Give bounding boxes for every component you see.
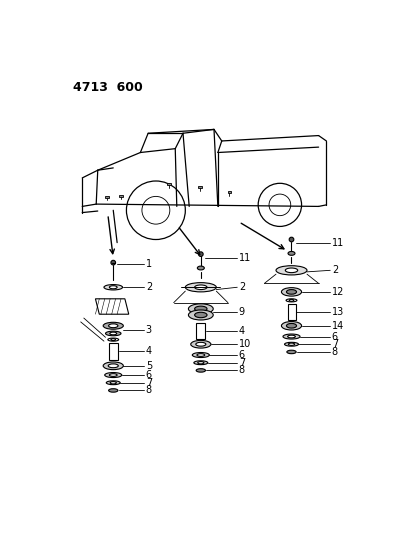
Ellipse shape <box>108 389 118 392</box>
Bar <box>227 191 231 193</box>
Text: 12: 12 <box>331 287 343 297</box>
Ellipse shape <box>275 265 306 275</box>
Ellipse shape <box>281 288 301 296</box>
Text: 4: 4 <box>146 346 152 356</box>
Text: 6: 6 <box>238 350 244 360</box>
Text: 8: 8 <box>146 385 152 395</box>
Ellipse shape <box>188 310 213 320</box>
Text: 2: 2 <box>238 282 245 292</box>
Ellipse shape <box>192 352 209 358</box>
Text: 13: 13 <box>331 307 343 317</box>
Bar <box>287 304 295 320</box>
Ellipse shape <box>194 306 207 311</box>
Text: 11: 11 <box>238 253 250 263</box>
Text: 4: 4 <box>238 326 244 336</box>
Ellipse shape <box>198 252 202 256</box>
Ellipse shape <box>196 354 204 357</box>
Ellipse shape <box>282 334 299 339</box>
Ellipse shape <box>287 252 294 255</box>
Ellipse shape <box>110 332 117 335</box>
Text: 7: 7 <box>331 339 337 349</box>
Ellipse shape <box>288 237 293 242</box>
Text: 5: 5 <box>146 361 152 371</box>
Ellipse shape <box>185 282 216 292</box>
Ellipse shape <box>103 362 123 370</box>
Text: 8: 8 <box>331 347 337 357</box>
Ellipse shape <box>106 381 120 385</box>
Ellipse shape <box>110 382 116 384</box>
Text: 1: 1 <box>146 259 152 269</box>
Ellipse shape <box>108 364 118 368</box>
Text: 11: 11 <box>331 238 343 248</box>
Text: 7: 7 <box>146 378 152 387</box>
Bar <box>108 343 118 360</box>
Text: 10: 10 <box>238 339 250 349</box>
Text: 6: 6 <box>331 332 337 342</box>
Text: 6: 6 <box>146 370 152 380</box>
Ellipse shape <box>188 304 213 314</box>
Text: 2: 2 <box>331 265 337 276</box>
Ellipse shape <box>286 324 296 328</box>
Ellipse shape <box>111 260 115 265</box>
Ellipse shape <box>285 268 297 273</box>
Text: 7: 7 <box>238 358 245 368</box>
Ellipse shape <box>103 322 123 329</box>
Bar <box>198 187 202 188</box>
Text: 8: 8 <box>238 366 244 375</box>
Text: 4713  600: 4713 600 <box>73 81 142 94</box>
Ellipse shape <box>287 335 294 338</box>
Ellipse shape <box>284 342 298 346</box>
Bar <box>196 324 205 339</box>
Ellipse shape <box>109 374 117 376</box>
Text: 14: 14 <box>331 321 343 331</box>
Ellipse shape <box>196 342 205 346</box>
Ellipse shape <box>104 285 122 290</box>
Text: 3: 3 <box>146 325 152 335</box>
Ellipse shape <box>105 331 121 336</box>
Ellipse shape <box>194 285 207 289</box>
Ellipse shape <box>193 361 207 365</box>
Text: 9: 9 <box>238 307 244 317</box>
Bar <box>167 183 171 185</box>
Ellipse shape <box>194 312 207 318</box>
Text: 2: 2 <box>146 282 152 292</box>
Bar <box>105 196 109 198</box>
Ellipse shape <box>286 350 295 354</box>
Ellipse shape <box>190 341 210 348</box>
Ellipse shape <box>197 266 204 270</box>
Ellipse shape <box>108 324 118 328</box>
Ellipse shape <box>288 343 294 345</box>
Ellipse shape <box>286 289 296 294</box>
Ellipse shape <box>109 286 117 289</box>
Bar <box>119 195 123 197</box>
Ellipse shape <box>197 361 203 364</box>
Ellipse shape <box>104 373 121 377</box>
Ellipse shape <box>196 369 205 372</box>
Ellipse shape <box>281 321 301 330</box>
